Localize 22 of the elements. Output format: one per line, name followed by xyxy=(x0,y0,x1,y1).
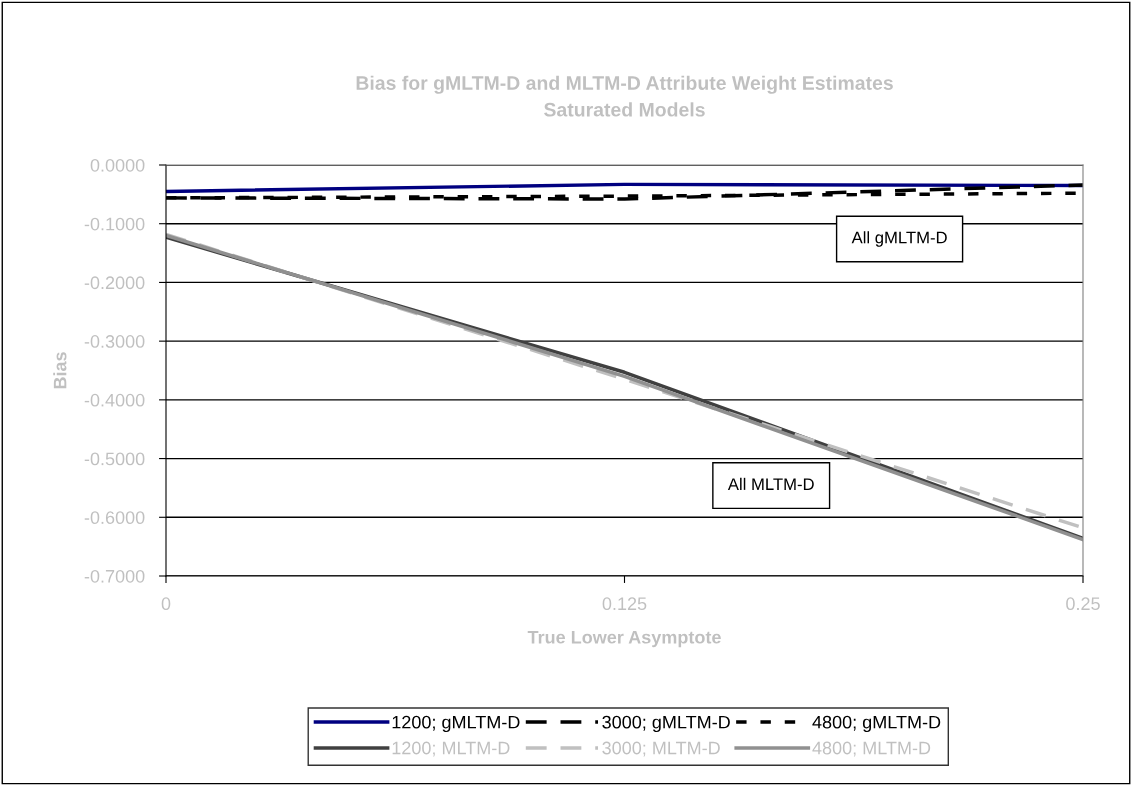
legend-label: 3000; gMLTM-D xyxy=(602,715,730,733)
y-tick-label: -0.6000 xyxy=(84,511,145,525)
y-tick-label: -0.2000 xyxy=(84,276,145,290)
y-tick-label: 0.0000 xyxy=(90,158,145,172)
y-axis-title: Bias xyxy=(53,352,67,389)
y-tick-label: -0.4000 xyxy=(84,393,145,407)
y-tick-label: -0.3000 xyxy=(84,335,145,348)
annotation: All MLTM-D xyxy=(727,477,814,490)
chart-title: Bias for gMLTM-D and MLTM-D Attribute Weight Estimates Saturated Models xyxy=(356,75,893,117)
x-tick-label: 0 xyxy=(161,597,171,611)
x-tick-label: 0.25 xyxy=(1066,597,1100,611)
y-tick-label: -0.5000 xyxy=(84,452,145,466)
annotation: All gMLTM-D xyxy=(851,231,947,247)
y-tick-label: -0.7000 xyxy=(84,569,145,583)
legend-label: 4800; MLTM-D xyxy=(812,741,931,757)
x-tick-label: 0.125 xyxy=(602,597,647,611)
x-axis-title: True Lower Asymptote xyxy=(527,630,721,648)
legend-label: 1200; gMLTM-D xyxy=(392,715,520,733)
legend-label: 3000; MLTM-D xyxy=(602,741,720,757)
legend-label: 4800; gMLTM-D xyxy=(812,715,941,733)
y-tick-label: -0.1000 xyxy=(84,217,145,231)
legend-label: 1200; MLTM-D xyxy=(392,741,510,757)
